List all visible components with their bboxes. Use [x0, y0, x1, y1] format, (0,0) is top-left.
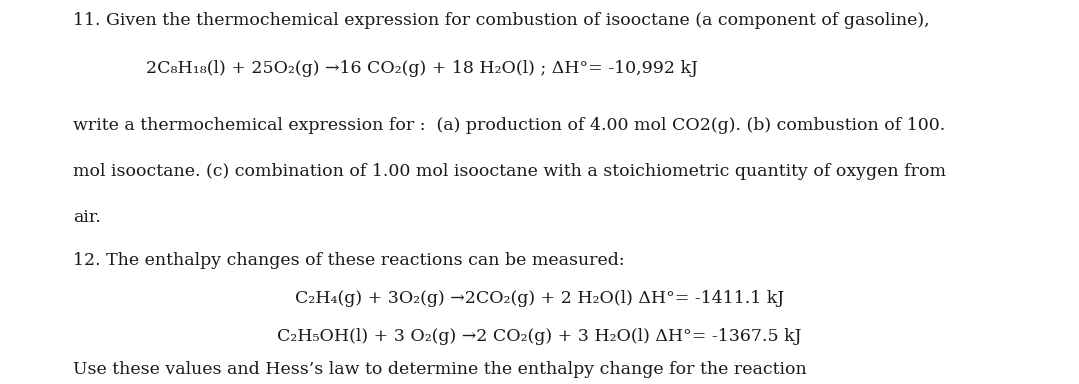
Text: air.: air. — [73, 209, 101, 226]
Text: C₂H₄(g) + 3O₂(g) →2CO₂(g) + 2 H₂O(l) ΔH°= -1411.1 kJ: C₂H₄(g) + 3O₂(g) →2CO₂(g) + 2 H₂O(l) ΔH°… — [295, 290, 784, 307]
Text: mol isooctane. (c) combination of 1.00 mol isooctane with a stoichiometric quant: mol isooctane. (c) combination of 1.00 m… — [73, 163, 946, 180]
Text: C₂H₅OH(l) + 3 O₂(g) →2 CO₂(g) + 3 H₂O(l) ΔH°= -1367.5 kJ: C₂H₅OH(l) + 3 O₂(g) →2 CO₂(g) + 3 H₂O(l)… — [277, 328, 802, 345]
Text: write a thermochemical expression for :  (a) production of 4.00 mol CO2(g). (b) : write a thermochemical expression for : … — [73, 117, 945, 134]
Text: Use these values and Hess’s law to determine the enthalpy change for the reactio: Use these values and Hess’s law to deter… — [73, 361, 807, 378]
Text: 12. The enthalpy changes of these reactions can be measured:: 12. The enthalpy changes of these reacti… — [73, 252, 625, 268]
Text: 11. Given the thermochemical expression for combustion of isooctane (a component: 11. Given the thermochemical expression … — [73, 12, 930, 28]
Text: 2C₈H₁₈(l) + 25O₂(g) →16 CO₂(g) + 18 H₂O(l) ; ΔH°= -10,992 kJ: 2C₈H₁₈(l) + 25O₂(g) →16 CO₂(g) + 18 H₂O(… — [146, 60, 697, 76]
